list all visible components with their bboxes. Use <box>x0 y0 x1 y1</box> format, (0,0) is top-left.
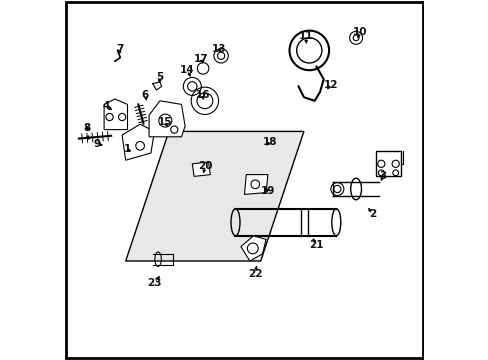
Polygon shape <box>192 162 210 176</box>
Text: 13: 13 <box>212 44 226 54</box>
Text: 11: 11 <box>298 31 312 41</box>
Text: 9: 9 <box>93 139 100 149</box>
Text: 19: 19 <box>260 186 275 196</box>
Polygon shape <box>149 101 185 137</box>
Text: 10: 10 <box>352 27 366 37</box>
Text: 15: 15 <box>158 117 172 127</box>
Text: 23: 23 <box>147 278 162 288</box>
Text: 7: 7 <box>116 44 124 54</box>
Text: 3: 3 <box>379 171 386 181</box>
Text: 2: 2 <box>368 209 375 219</box>
Polygon shape <box>122 124 154 160</box>
Text: 12: 12 <box>323 80 338 90</box>
Polygon shape <box>125 131 303 261</box>
Text: 6: 6 <box>142 90 149 100</box>
Text: 21: 21 <box>308 240 323 250</box>
Text: 14: 14 <box>179 65 194 75</box>
Text: 22: 22 <box>247 269 262 279</box>
Text: 16: 16 <box>196 90 210 100</box>
Text: 5: 5 <box>156 72 163 82</box>
Polygon shape <box>375 151 400 176</box>
Text: 17: 17 <box>194 54 208 64</box>
Polygon shape <box>241 236 265 261</box>
Text: 8: 8 <box>83 123 90 133</box>
Text: 18: 18 <box>262 137 276 147</box>
Polygon shape <box>104 99 127 130</box>
Text: 20: 20 <box>197 161 212 171</box>
Polygon shape <box>244 175 267 194</box>
Text: 4: 4 <box>102 101 109 111</box>
Text: 1: 1 <box>123 144 131 154</box>
